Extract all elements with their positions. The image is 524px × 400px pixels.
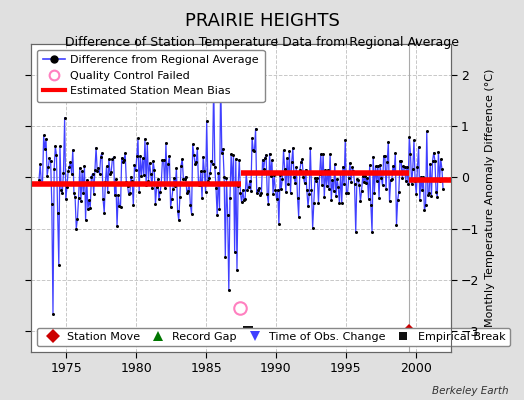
Text: Difference of Station Temperature Data from Regional Average: Difference of Station Temperature Data f… bbox=[65, 36, 459, 49]
Text: Berkeley Earth: Berkeley Earth bbox=[432, 386, 508, 396]
Text: PRAIRIE HEIGHTS: PRAIRIE HEIGHTS bbox=[184, 12, 340, 30]
Y-axis label: Monthly Temperature Anomaly Difference (°C): Monthly Temperature Anomaly Difference (… bbox=[485, 69, 495, 327]
Legend: Station Move, Record Gap, Time of Obs. Change, Empirical Break: Station Move, Record Gap, Time of Obs. C… bbox=[37, 328, 510, 346]
